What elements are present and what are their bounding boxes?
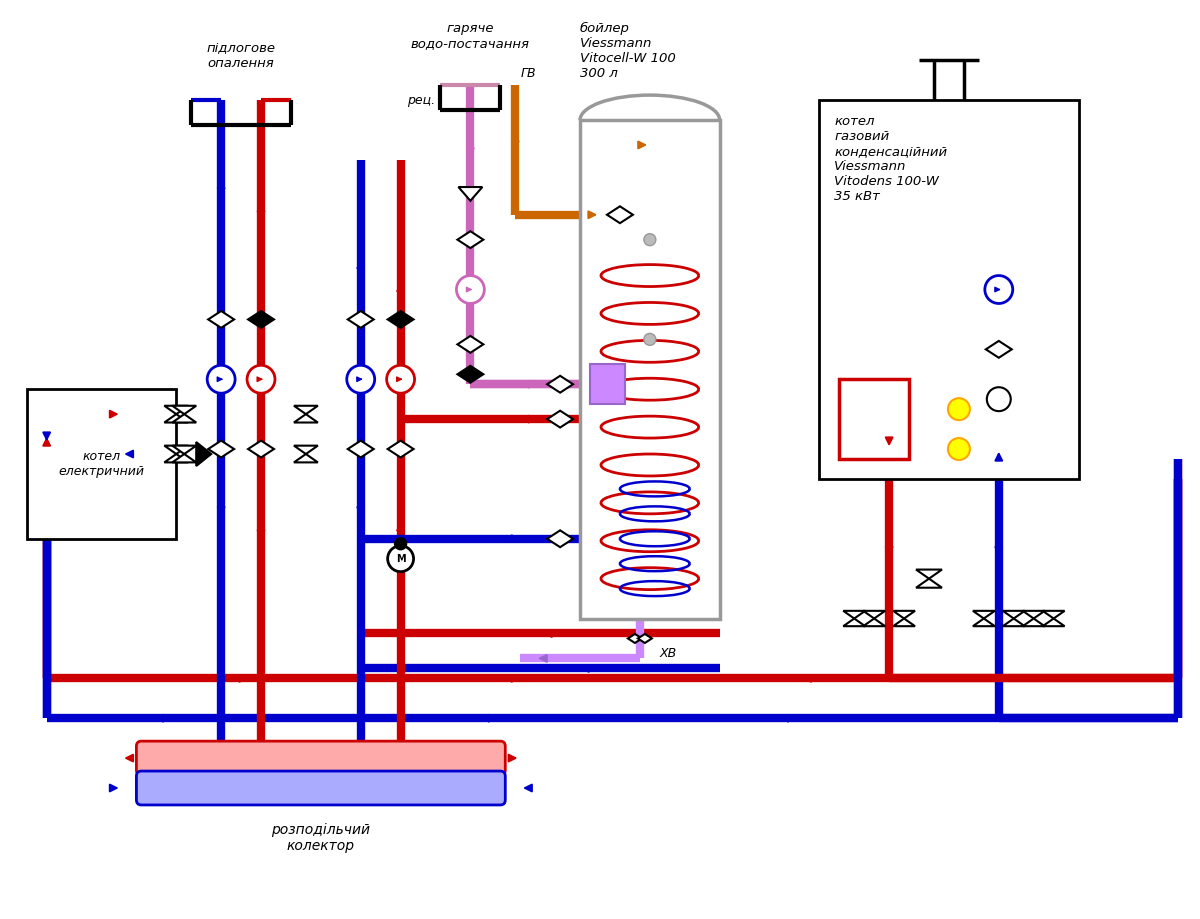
Polygon shape	[164, 406, 188, 414]
Polygon shape	[248, 311, 274, 328]
Text: ХВ: ХВ	[660, 647, 677, 660]
Polygon shape	[1003, 618, 1025, 626]
Circle shape	[644, 233, 656, 245]
Polygon shape	[388, 440, 414, 458]
Polygon shape	[457, 336, 484, 353]
Text: ГВ: ГВ	[521, 67, 536, 80]
Polygon shape	[248, 440, 274, 458]
Text: котел
електричний: котел електричний	[59, 450, 144, 478]
Polygon shape	[173, 454, 197, 462]
Polygon shape	[986, 341, 1012, 357]
Polygon shape	[1022, 611, 1045, 618]
Polygon shape	[457, 232, 484, 248]
Polygon shape	[1022, 618, 1045, 626]
Polygon shape	[547, 376, 574, 392]
Polygon shape	[173, 414, 197, 423]
Polygon shape	[294, 406, 318, 414]
Polygon shape	[844, 618, 865, 626]
Polygon shape	[294, 454, 318, 462]
Circle shape	[985, 276, 1013, 303]
Polygon shape	[607, 207, 632, 223]
Polygon shape	[547, 530, 574, 547]
Polygon shape	[973, 618, 995, 626]
Polygon shape	[388, 311, 414, 328]
Polygon shape	[164, 446, 188, 454]
Circle shape	[388, 546, 414, 572]
Polygon shape	[294, 414, 318, 423]
Polygon shape	[208, 440, 234, 458]
Bar	[26, 390, 176, 539]
FancyBboxPatch shape	[137, 741, 505, 775]
Polygon shape	[348, 440, 373, 458]
FancyBboxPatch shape	[137, 771, 505, 805]
Circle shape	[386, 365, 414, 393]
Polygon shape	[916, 579, 942, 588]
Bar	[590, 364, 625, 404]
Polygon shape	[458, 187, 482, 200]
Polygon shape	[294, 446, 318, 454]
Polygon shape	[197, 442, 211, 466]
Polygon shape	[208, 311, 234, 328]
Circle shape	[247, 365, 275, 393]
Polygon shape	[1043, 618, 1064, 626]
Polygon shape	[863, 618, 886, 626]
Polygon shape	[628, 634, 642, 643]
Circle shape	[347, 365, 374, 393]
Text: M: M	[396, 554, 406, 563]
Bar	[580, 120, 720, 618]
Circle shape	[456, 276, 485, 303]
Polygon shape	[844, 611, 865, 618]
Polygon shape	[547, 411, 574, 427]
Polygon shape	[973, 611, 995, 618]
Circle shape	[948, 398, 970, 420]
Polygon shape	[457, 366, 484, 382]
Polygon shape	[1043, 611, 1064, 618]
Bar	[820, 100, 1079, 479]
Text: бойлер
Viessmann
Vitocell-W 100
300 л: бойлер Viessmann Vitocell-W 100 300 л	[580, 22, 676, 80]
Circle shape	[395, 538, 407, 550]
Polygon shape	[348, 311, 373, 328]
Circle shape	[644, 334, 656, 346]
Circle shape	[948, 438, 970, 460]
Text: підлогове
опалення: підлогове опалення	[206, 42, 276, 70]
Text: гаряче
водо-постачання: гаряче водо-постачання	[410, 22, 530, 51]
Polygon shape	[893, 611, 916, 618]
Polygon shape	[916, 570, 942, 579]
Circle shape	[986, 387, 1010, 411]
Polygon shape	[863, 611, 886, 618]
Polygon shape	[164, 414, 188, 423]
Bar	[839, 380, 910, 459]
Polygon shape	[173, 446, 197, 454]
Polygon shape	[1003, 611, 1025, 618]
Polygon shape	[173, 406, 197, 414]
Text: розподільчий
колектор: розподільчий колектор	[271, 823, 371, 853]
Circle shape	[208, 365, 235, 393]
Polygon shape	[164, 454, 188, 462]
Text: котел
газовий
конденсаційний
Viessmann
Vitodens 100-W
35 кВт: котел газовий конденсаційний Viessmann V…	[834, 115, 948, 203]
Polygon shape	[638, 634, 652, 643]
Polygon shape	[893, 618, 916, 626]
Text: рец.: рец.	[407, 94, 436, 107]
